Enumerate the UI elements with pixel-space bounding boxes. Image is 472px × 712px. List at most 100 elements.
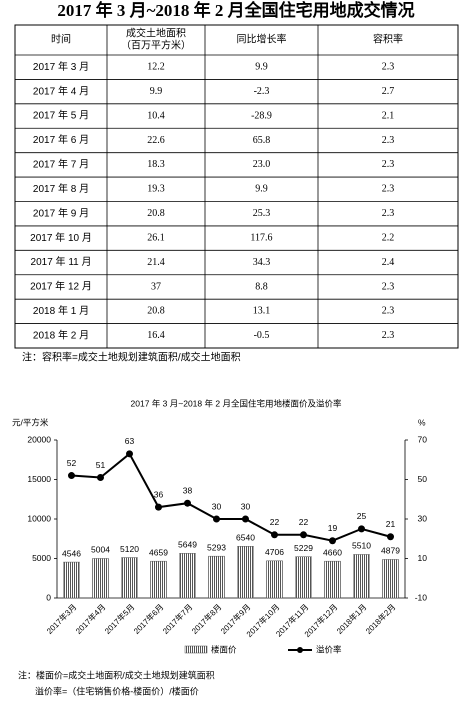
y-tick-label: 15000 xyxy=(27,474,51,484)
table-cell: 9.9 xyxy=(150,86,163,97)
y2-axis-label: % xyxy=(418,417,426,427)
table-cell: 20.8 xyxy=(147,306,165,317)
y-tick-label: 10000 xyxy=(27,513,51,523)
bar xyxy=(237,546,254,599)
bar xyxy=(324,560,341,599)
bar xyxy=(295,556,312,599)
bar-label: 5229 xyxy=(294,543,313,553)
table-cell: 20.8 xyxy=(147,208,165,219)
point-label: 38 xyxy=(183,485,193,495)
line-point xyxy=(126,450,133,458)
table-cell: 23.0 xyxy=(253,159,271,170)
point-label: 22 xyxy=(270,517,280,527)
bar-label: 6540 xyxy=(236,533,255,543)
bar-label: 4706 xyxy=(265,547,284,557)
line-point xyxy=(213,515,220,523)
bar xyxy=(353,554,370,599)
line-point xyxy=(329,537,336,545)
bar xyxy=(208,555,225,599)
table-cell: 2017 年 8 月 xyxy=(33,182,89,195)
table-cell: 2.3 xyxy=(382,135,395,146)
table-note: 注：容积率=成交土地规划建筑面积/成交土地面积 xyxy=(22,351,241,364)
bar xyxy=(63,561,80,599)
table-cell: 2018 年 2 月 xyxy=(33,328,89,341)
table-cell: 2017 年 4 月 xyxy=(33,84,89,97)
table-cell: 16.4 xyxy=(147,330,165,341)
table-cell: -2.3 xyxy=(254,86,270,97)
bar xyxy=(179,553,196,599)
bar-label: 5649 xyxy=(178,540,197,550)
point-label: 36 xyxy=(154,489,164,499)
bar-label: 4546 xyxy=(62,548,81,558)
table-cell: 37 xyxy=(151,281,161,292)
line-point xyxy=(242,515,249,523)
point-label: 51 xyxy=(96,460,106,470)
line-point xyxy=(68,472,75,480)
table-cell: 2.2 xyxy=(382,232,395,243)
x-tick-label: 2017年8月 xyxy=(189,602,223,636)
bar xyxy=(382,559,399,599)
table-cell: 2.3 xyxy=(382,208,395,219)
table-cell: 2017 年 6 月 xyxy=(33,133,89,146)
table-cell: 34.3 xyxy=(253,257,271,268)
y2-tick-label: 70 xyxy=(418,434,428,444)
y-axis-label: 元/平方米 xyxy=(12,417,49,427)
x-tick-label: 2017年7月 xyxy=(160,602,194,636)
line-point xyxy=(155,503,162,511)
point-label: 30 xyxy=(212,501,222,511)
page-title: 2017 年 3 月~2018 年 2 月全国住宅用地成交情况 xyxy=(57,0,414,20)
y2-tick-label: -10 xyxy=(415,592,428,602)
point-label: 25 xyxy=(357,511,367,521)
table-cell: -0.5 xyxy=(254,330,270,341)
point-label: 19 xyxy=(328,523,338,533)
table-cell: 2017 年 12 月 xyxy=(30,280,92,293)
line-point xyxy=(184,499,191,507)
line-point xyxy=(387,533,394,541)
point-label: 22 xyxy=(299,517,309,527)
y-tick-label: 0 xyxy=(46,592,51,602)
table-cell: 2.3 xyxy=(382,281,395,292)
table-cell: 26.1 xyxy=(147,232,165,243)
chart-title: 2017 年 3 月~2018 年 2 月全国住宅用地楼面价及溢价率 xyxy=(131,398,342,408)
legend-label: 楼面价 xyxy=(211,644,237,654)
table-cell: 2.3 xyxy=(382,62,395,73)
bar xyxy=(92,558,109,599)
table-cell: 2.4 xyxy=(382,257,395,268)
bar-label: 5004 xyxy=(91,545,110,555)
y2-tick-label: 30 xyxy=(418,513,428,523)
note: 注：楼面价=成交土地面积/成交土地规划建筑面积 xyxy=(18,669,215,680)
y2-tick-label: 50 xyxy=(418,474,428,484)
table-cell: 2.3 xyxy=(382,159,395,170)
bar xyxy=(121,557,138,599)
table-cell: 2.3 xyxy=(382,306,395,317)
table-cell: 8.8 xyxy=(255,281,268,292)
table-cell: 2.3 xyxy=(382,184,395,195)
table-cell: 2017 年 7 月 xyxy=(33,158,89,171)
table-cell: 10.4 xyxy=(147,110,165,121)
table-cell: 22.6 xyxy=(147,135,165,146)
table-cell: 12.2 xyxy=(147,62,165,73)
table-cell: 9.9 xyxy=(255,62,268,73)
y-tick-label: 5000 xyxy=(32,553,51,563)
table-header: 成交土地面积 xyxy=(126,27,186,40)
table-header: 同比增长率 xyxy=(237,33,287,46)
point-label: 21 xyxy=(386,519,396,529)
bar-label: 4879 xyxy=(381,546,400,556)
table-cell: 2.7 xyxy=(382,86,395,97)
point-label: 63 xyxy=(125,436,135,446)
table-cell: 2018 年 1 月 xyxy=(33,304,89,317)
legend-label: 溢价率 xyxy=(316,644,342,654)
x-tick-label: 2018年2月 xyxy=(363,602,397,636)
x-tick-label: 2018年1月 xyxy=(334,602,368,636)
bar-label: 5120 xyxy=(120,544,139,554)
x-tick-label: 2017年4月 xyxy=(73,602,107,636)
table-cell: 117.6 xyxy=(250,232,272,243)
table-cell: 2.3 xyxy=(382,330,395,341)
line-point xyxy=(97,474,104,482)
table-cell: 65.8 xyxy=(253,135,271,146)
bar-label: 5293 xyxy=(207,542,226,552)
point-label: 52 xyxy=(67,458,77,468)
x-tick-label: 2017年3月 xyxy=(44,602,78,636)
y-tick-label: 20000 xyxy=(27,434,51,444)
